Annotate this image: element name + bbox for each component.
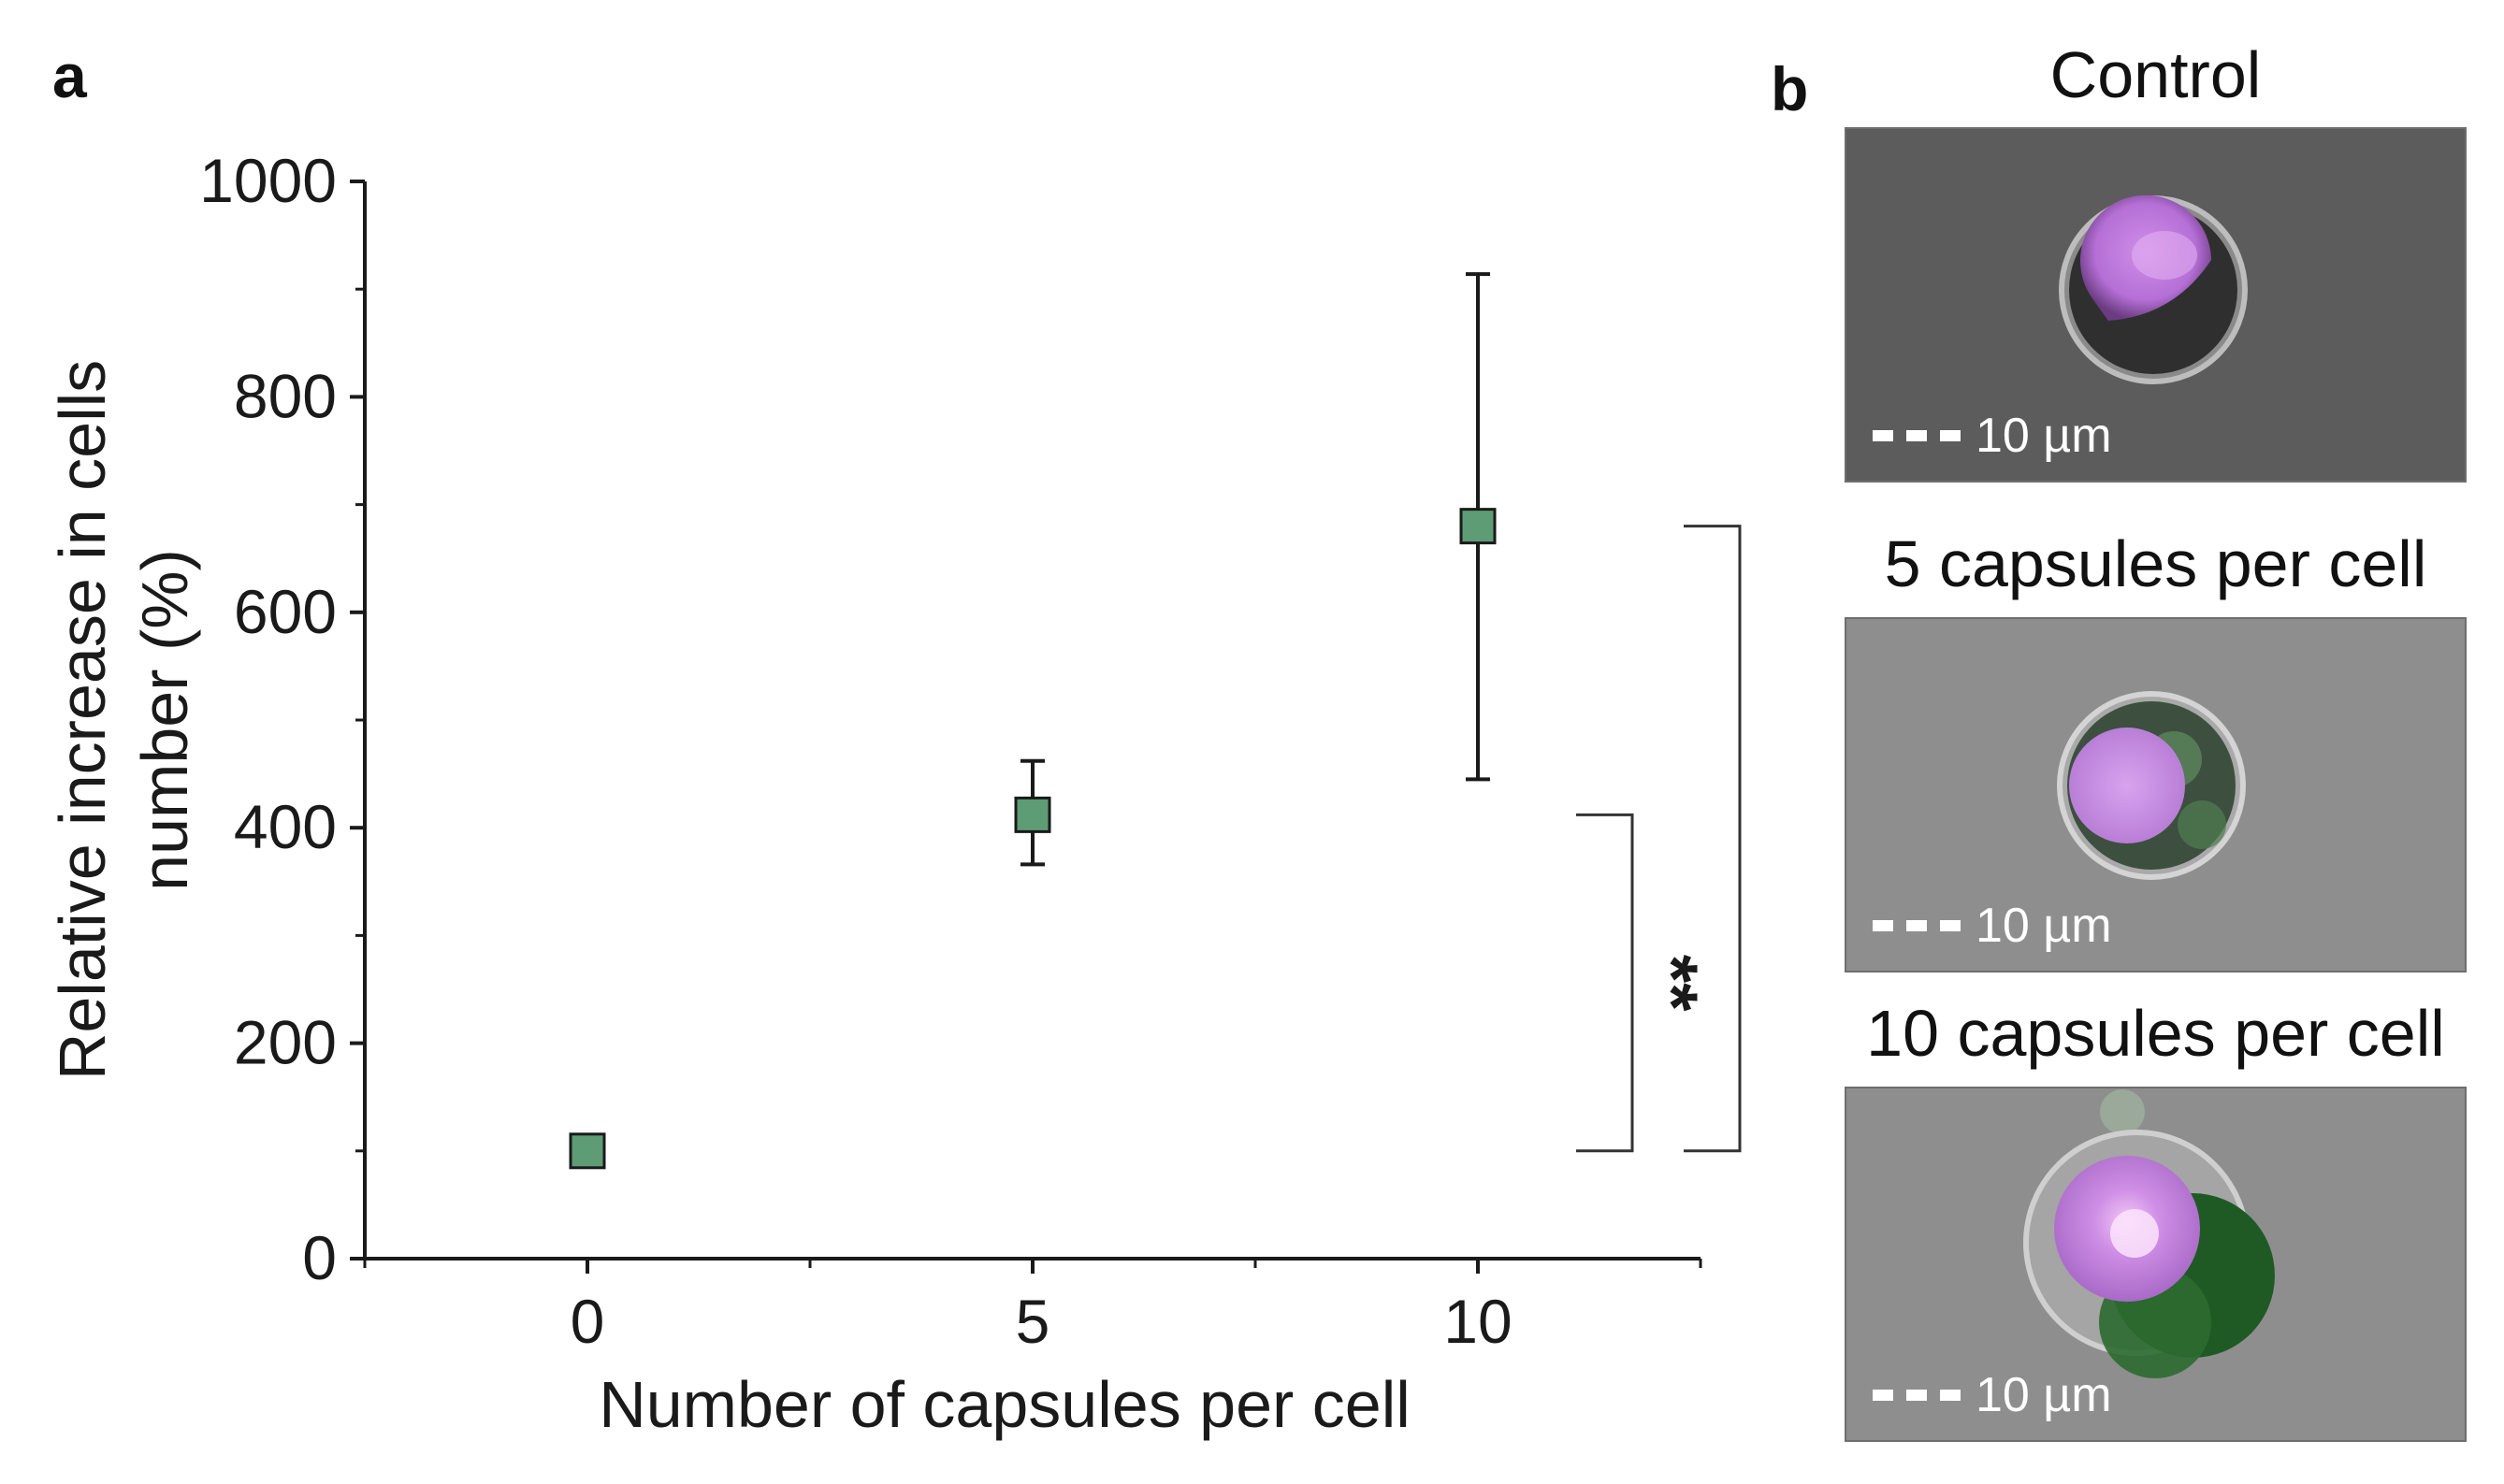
panel-a-letter: a <box>52 41 87 110</box>
ten-capsules-title: 10 capsules per cell <box>1866 997 2445 1070</box>
ten-capsules-scale-label: 10 µm <box>1976 1368 2112 1422</box>
y-tick-label: 600 <box>234 577 337 646</box>
scatter-chart: 0 200 400 600 800 1000 0 5 10 Number of capsules … <box>46 146 1759 1441</box>
significance-label: ** <box>1739 810 1759 867</box>
control-title: Control <box>2049 38 2262 111</box>
five-capsules-micrograph: 10 µm <box>1845 617 2467 973</box>
x-tick-label: 5 <box>1016 1287 1050 1356</box>
x-axis-label: Number of capsules per cell <box>599 1368 1411 1441</box>
y-tick-label: 1000 <box>199 146 337 215</box>
five-capsules-title: 5 capsules per cell <box>1884 527 2427 600</box>
panel-b-letter: b <box>1771 54 1809 123</box>
control-cell-image <box>1846 129 2465 481</box>
x-tick-label: 0 <box>571 1287 605 1356</box>
significance-bracket <box>1684 525 1742 1153</box>
ten-capsules-micrograph: 10 µm <box>1845 1087 2467 1442</box>
ten-capsules-scale-bar: 10 µm <box>1873 1367 2112 1423</box>
y-axis-label-line1: Relative increase in cells <box>46 360 119 1080</box>
significance-bracket <box>1576 813 1634 1153</box>
five-capsules-scale-label: 10 µm <box>1976 899 2112 953</box>
y-tick-label: 200 <box>234 1008 337 1077</box>
control-scale-bar: 10 µm <box>1873 408 2112 464</box>
data-point-2 <box>1459 508 1497 545</box>
y-tick-label: 400 <box>234 792 337 861</box>
five-capsules-cell-image <box>1846 619 2465 971</box>
y-tick-label: 800 <box>234 361 337 430</box>
control-micrograph: 10 µm <box>1845 127 2467 483</box>
y-tick-label: 0 <box>302 1223 337 1292</box>
x-tick-label: 10 <box>1443 1287 1512 1356</box>
control-scale-label: 10 µm <box>1976 409 2112 463</box>
y-axis-label-line2: number (%) <box>128 549 201 891</box>
data-point-1 <box>1014 796 1051 833</box>
five-capsules-scale-bar: 10 µm <box>1873 898 2112 954</box>
data-point-0 <box>569 1132 606 1170</box>
ten-capsules-cell-image <box>1846 1088 2465 1440</box>
significance-label: ** <box>1631 955 1714 1012</box>
